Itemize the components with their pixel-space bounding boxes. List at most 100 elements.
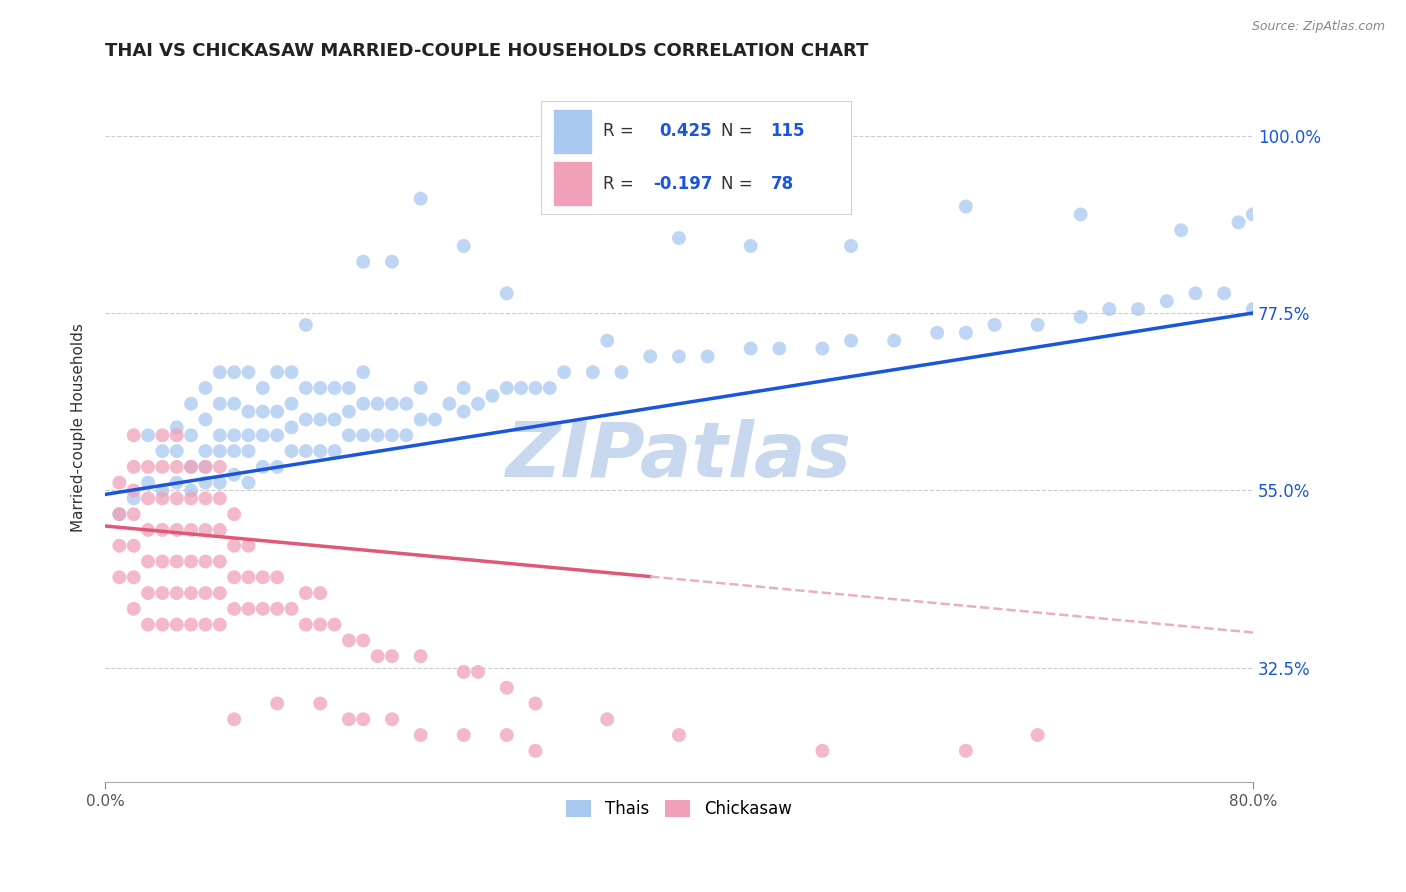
Point bbox=[395, 428, 418, 442]
Point bbox=[194, 475, 217, 490]
Point bbox=[180, 428, 202, 442]
Point bbox=[150, 444, 173, 458]
Point bbox=[295, 586, 318, 600]
Point bbox=[180, 459, 202, 474]
Point bbox=[150, 491, 173, 506]
Point bbox=[596, 712, 619, 726]
Point bbox=[108, 539, 131, 553]
Point bbox=[238, 602, 260, 616]
Point bbox=[166, 420, 188, 434]
Point bbox=[180, 483, 202, 498]
Point bbox=[136, 586, 159, 600]
Point bbox=[1126, 301, 1149, 316]
Point bbox=[150, 554, 173, 568]
Point bbox=[1213, 286, 1236, 301]
Point bbox=[208, 475, 231, 490]
Point bbox=[467, 397, 489, 411]
Point bbox=[1241, 207, 1264, 221]
Point bbox=[524, 744, 547, 758]
Point bbox=[108, 570, 131, 584]
Point bbox=[323, 381, 346, 395]
Point bbox=[323, 412, 346, 426]
Point bbox=[453, 665, 475, 679]
Text: ZIPatlas: ZIPatlas bbox=[506, 418, 852, 492]
Point bbox=[1026, 728, 1049, 742]
Point bbox=[1156, 294, 1178, 309]
Point bbox=[955, 326, 977, 340]
Point bbox=[280, 365, 302, 379]
Point bbox=[596, 334, 619, 348]
Point bbox=[955, 744, 977, 758]
Point bbox=[166, 459, 188, 474]
Point bbox=[252, 602, 274, 616]
Point bbox=[208, 586, 231, 600]
Point bbox=[194, 412, 217, 426]
Point bbox=[352, 712, 374, 726]
Point bbox=[150, 483, 173, 498]
Point bbox=[1241, 301, 1264, 316]
Point bbox=[524, 381, 547, 395]
Point bbox=[136, 428, 159, 442]
Point bbox=[150, 586, 173, 600]
Point bbox=[453, 404, 475, 418]
Point bbox=[150, 523, 173, 537]
Point bbox=[883, 334, 905, 348]
Point bbox=[295, 318, 318, 332]
Point bbox=[352, 397, 374, 411]
Point bbox=[108, 475, 131, 490]
Legend: Thais, Chickasaw: Thais, Chickasaw bbox=[560, 794, 799, 825]
Point bbox=[180, 523, 202, 537]
Point bbox=[224, 397, 246, 411]
Point bbox=[208, 459, 231, 474]
Point bbox=[238, 570, 260, 584]
Point bbox=[224, 365, 246, 379]
Point bbox=[381, 254, 404, 268]
Point bbox=[1227, 215, 1250, 229]
Point bbox=[266, 459, 288, 474]
Point bbox=[1026, 318, 1049, 332]
Point bbox=[238, 444, 260, 458]
Point bbox=[208, 554, 231, 568]
Point bbox=[136, 459, 159, 474]
Point bbox=[122, 570, 145, 584]
Point bbox=[266, 602, 288, 616]
Point bbox=[208, 428, 231, 442]
Point bbox=[166, 444, 188, 458]
Point bbox=[668, 231, 690, 245]
Point bbox=[122, 428, 145, 442]
Point bbox=[208, 444, 231, 458]
Point bbox=[696, 350, 718, 364]
Point bbox=[495, 381, 517, 395]
Point bbox=[252, 459, 274, 474]
Point bbox=[337, 381, 360, 395]
Point bbox=[495, 286, 517, 301]
Point bbox=[337, 712, 360, 726]
Point bbox=[208, 523, 231, 537]
Point bbox=[839, 334, 862, 348]
Point bbox=[224, 428, 246, 442]
Point bbox=[1070, 310, 1092, 324]
Text: Source: ZipAtlas.com: Source: ZipAtlas.com bbox=[1251, 20, 1385, 33]
Point bbox=[208, 617, 231, 632]
Point bbox=[955, 200, 977, 214]
Point bbox=[481, 389, 503, 403]
Point bbox=[266, 697, 288, 711]
Point bbox=[166, 428, 188, 442]
Point bbox=[166, 617, 188, 632]
Point bbox=[409, 728, 432, 742]
Point bbox=[381, 712, 404, 726]
Point bbox=[194, 586, 217, 600]
Point bbox=[495, 728, 517, 742]
Point bbox=[367, 397, 389, 411]
Point bbox=[194, 617, 217, 632]
Point bbox=[381, 428, 404, 442]
Point bbox=[166, 475, 188, 490]
Point bbox=[252, 404, 274, 418]
Point bbox=[453, 239, 475, 253]
Point bbox=[150, 617, 173, 632]
Point bbox=[166, 523, 188, 537]
Point bbox=[395, 397, 418, 411]
Point bbox=[439, 397, 461, 411]
Point bbox=[638, 350, 661, 364]
Point bbox=[224, 712, 246, 726]
